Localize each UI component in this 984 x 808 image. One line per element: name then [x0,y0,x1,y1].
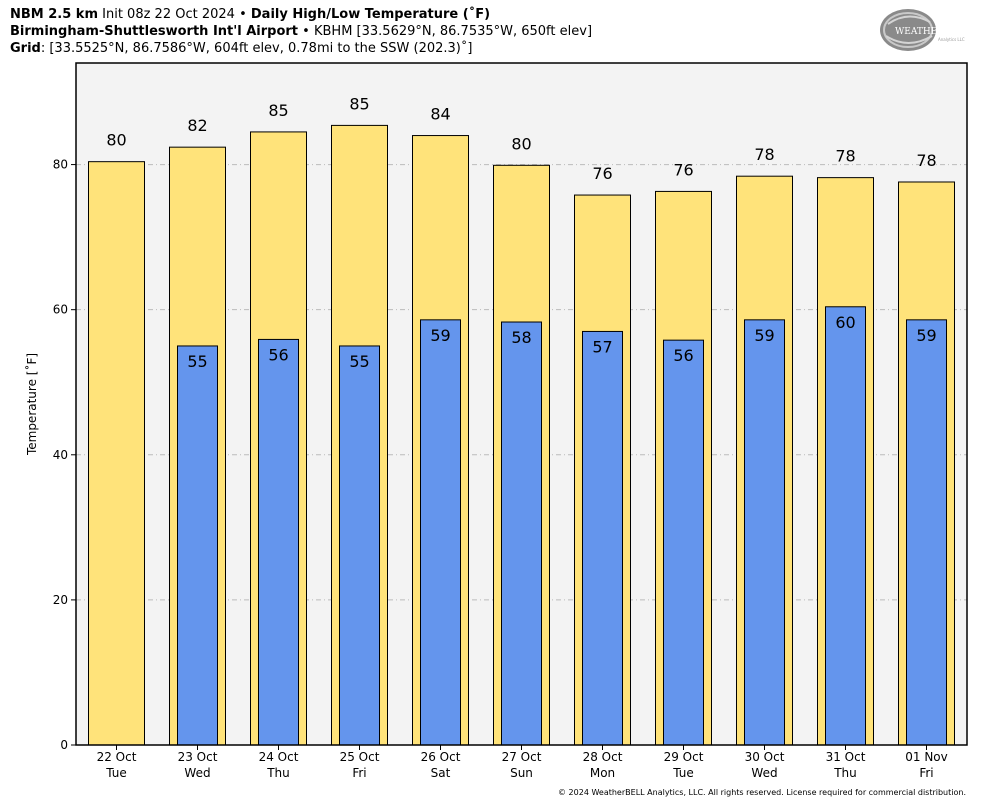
low-temp-label: 59 [430,326,450,345]
low-temp-bar [339,345,380,746]
high-temp-label: 82 [187,116,207,135]
low-temp-label: 59 [916,326,936,345]
low-temp-bar [825,306,866,746]
high-temp-label: 85 [349,94,369,113]
x-tick-label-day: Sat [431,766,451,780]
x-tick-label-date: 25 Oct [340,750,380,764]
grid-label: Grid [10,41,41,56]
high-temp-bar [88,161,145,746]
init-time: Init 08z 22 Oct 2024 [102,7,235,22]
x-tick-label-day: Mon [590,766,615,780]
x-tick-label-day: Fri [919,766,933,780]
x-tick-label-date: 30 Oct [745,750,785,764]
y-tick-label: 40 [53,448,68,462]
header-line-1: NBM 2.5 km Init 08z 22 Oct 2024 • Daily … [10,6,490,23]
model-name: NBM 2.5 km [10,7,98,22]
x-tick-label-day: Fri [352,766,366,780]
low-temp-label: 57 [592,337,612,356]
x-tick-label-date: 23 Oct [178,750,218,764]
y-axis-label: Temperature [˚F] [24,353,39,456]
x-tick-label-day: Wed [751,766,777,780]
header-line-2: Birmingham-Shuttlesworth Int'l Airport •… [10,23,592,40]
high-temp-label: 80 [106,131,126,150]
high-temp-label: 78 [754,145,774,164]
x-tick-label-date: 29 Oct [664,750,704,764]
high-temp-label: 76 [592,164,612,183]
high-temp-label: 80 [511,134,531,153]
low-temp-bar [906,319,947,746]
product-title: Daily High/Low Temperature (˚F) [250,7,491,22]
weatherbell-logo: WEATHERBELL Analytics LLC [880,9,969,51]
low-temp-label: 60 [835,313,855,332]
station-details: KBHM [33.5629°N, 86.7535°W, 650ft elev] [313,24,593,39]
x-tick-label-date: 27 Oct [502,750,542,764]
x-tick-label-date: 01 Nov [905,750,948,764]
x-tick-label-day: Tue [672,766,694,780]
high-temp-label: 84 [430,105,450,124]
x-tick-label-day: Thu [833,766,857,780]
low-temp-label: 55 [349,352,369,371]
x-axis: 22 Oct Tue 23 Oct Wed 24 Oct Thu 25 Oct Fri 26 O… [97,745,948,780]
high-temp-label: 85 [268,101,288,120]
y-tick-label: 80 [53,158,68,172]
high-temp-label: 78 [835,147,855,166]
low-temp-label: 56 [673,346,693,365]
x-tick-label-day: Wed [184,766,210,780]
high-temp-label: 76 [673,160,693,179]
x-tick-label-day: Tue [105,766,127,780]
low-temp-label: 56 [268,345,288,364]
y-axis: 0 20 40 60 80 [53,158,76,752]
separator: • [239,7,247,22]
low-temp-bar [501,321,542,746]
x-tick-label-date: 24 Oct [259,750,299,764]
low-temp-bar [258,338,299,746]
logo-subtext: Analytics LLC [938,37,965,42]
separator: • [302,24,310,39]
x-tick-label-day: Sun [510,766,533,780]
high-temp-label: 78 [916,151,936,170]
low-temp-label: 58 [511,328,531,347]
x-tick-label-date: 22 Oct [97,750,137,764]
grid-details: : [33.5525°N, 86.7586°W, 604ft elev, 0.7… [40,41,473,56]
low-temp-label: 55 [187,352,207,371]
low-temp-bar [663,339,704,746]
y-tick-label: 60 [53,303,68,317]
station-name: Birmingham-Shuttlesworth Int'l Airport [10,24,299,39]
logo-text: WEATHERBELL [895,27,969,37]
x-tick-label-date: 28 Oct [583,750,623,764]
copyright-notice: © 2024 WeatherBELL Analytics, LLC. All r… [558,788,966,797]
header-line-3: Grid: [33.5525°N, 86.7586°W, 604ft elev,… [10,40,472,57]
y-tick-label: 0 [60,738,68,752]
x-tick-label-day: Thu [266,766,290,780]
x-tick-label-date: 31 Oct [826,750,866,764]
value-labels: 80 82 85 85 84 80 76 76 78 78 78 55 56 55 59 58 57 56 59 60… [106,94,936,371]
low-temp-bar [420,319,461,746]
low-temp-bar [177,345,218,746]
x-tick-label-date: 26 Oct [421,750,461,764]
low-temp-bar [744,319,785,746]
bars [88,124,955,746]
low-temp-label: 59 [754,326,774,345]
y-tick-label: 20 [53,593,68,607]
low-temp-bar [582,330,623,746]
